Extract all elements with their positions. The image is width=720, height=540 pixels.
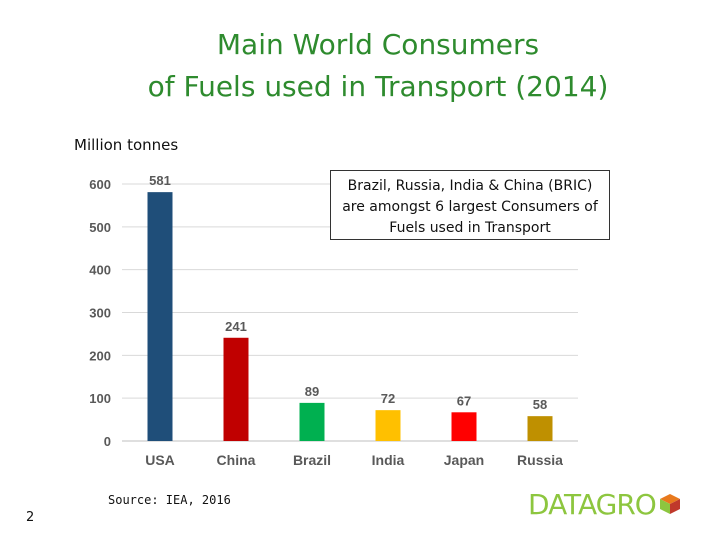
annotation-line-1: Brazil, Russia, India & China (BRIC) <box>347 178 593 194</box>
data-label: 89 <box>305 384 319 399</box>
datagro-logo: DATAGRO <box>528 484 682 524</box>
x-tick-label: USA <box>145 452 175 468</box>
annotation-box: Brazil, Russia, India & China (BRIC) are… <box>330 170 610 240</box>
x-tick-label: China <box>217 452 256 468</box>
data-label: 67 <box>457 393 471 408</box>
bar <box>223 337 249 441</box>
x-tick-label: Japan <box>444 452 484 468</box>
y-tick-label: 300 <box>89 306 111 321</box>
data-label: 58 <box>533 397 547 412</box>
y-tick-label: 200 <box>89 348 111 363</box>
logo-wordmark: DATAGRO <box>528 487 657 521</box>
x-tick-label: Russia <box>517 452 563 468</box>
page-title: Main World Consumers of Fuels used in Tr… <box>0 24 720 108</box>
y-tick-label: 500 <box>89 220 111 235</box>
page-number: 2 <box>26 510 35 525</box>
bar <box>527 416 553 441</box>
bar <box>299 402 325 441</box>
logo-cube-icon <box>659 494 680 514</box>
annotation-line-3: Fuels used in Transport <box>389 220 551 236</box>
bar <box>147 192 173 441</box>
y-tick-label: 100 <box>89 391 111 406</box>
y-tick-label: 600 <box>89 177 111 192</box>
y-tick-label: 400 <box>89 263 111 278</box>
title-line-2: of Fuels used in Transport (2014) <box>147 70 609 103</box>
bar <box>375 410 401 441</box>
annotation-line-2: are amongst 6 largest Consumers of <box>342 199 598 215</box>
bar <box>451 412 477 441</box>
title-line-1: Main World Consumers <box>216 28 540 61</box>
x-tick-label: Brazil <box>293 452 331 468</box>
source-note: Source: IEA, 2016 <box>108 493 231 507</box>
y-tick-label: 0 <box>104 434 111 449</box>
y-axis-unit-label: Million tonnes <box>74 136 179 154</box>
data-label: 72 <box>381 391 395 406</box>
x-tick-label: India <box>372 452 405 468</box>
data-label: 241 <box>225 319 247 334</box>
data-label: 581 <box>149 173 171 188</box>
